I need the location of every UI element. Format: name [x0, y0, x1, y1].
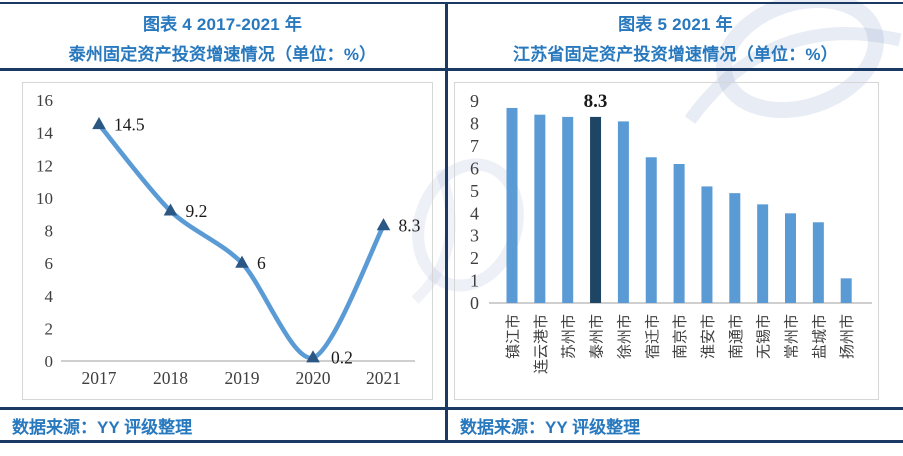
left-title-line2: 泰州固定资产投资增速情况（单位：%） — [68, 45, 377, 64]
svg-text:8.3: 8.3 — [399, 216, 421, 236]
svg-text:6: 6 — [45, 254, 54, 273]
right-chart-title: 图表 5 2021 年 江苏省固定资产投资增速情况（单位：%） — [448, 4, 903, 71]
svg-text:常州市: 常州市 — [784, 314, 801, 359]
svg-text:淮安市: 淮安市 — [700, 314, 717, 359]
two-chart-table: 图表 4 2017-2021 年 泰州固定资产投资增速情况（单位：%） 0 2 4 6… — [0, 2, 903, 443]
svg-text:1: 1 — [470, 271, 479, 291]
svg-text:2021: 2021 — [366, 368, 401, 388]
svg-text:南通市: 南通市 — [728, 314, 745, 359]
svg-text:4: 4 — [470, 203, 479, 223]
svg-text:扬州市: 扬州市 — [839, 314, 856, 359]
svg-text:8: 8 — [470, 114, 479, 134]
svg-text:7: 7 — [470, 136, 479, 156]
svg-text:无锡市: 无锡市 — [756, 314, 773, 359]
svg-text:6: 6 — [257, 253, 266, 273]
left-chart-title: 图表 4 2017-2021 年 泰州固定资产投资增速情况（单位：%） — [0, 4, 445, 71]
svg-text:2017: 2017 — [82, 368, 117, 388]
svg-text:14.5: 14.5 — [114, 115, 145, 135]
left-title-line1: 图表 4 2017-2021 年 — [142, 15, 303, 34]
svg-text:9.2: 9.2 — [186, 201, 208, 221]
svg-text:3: 3 — [470, 226, 479, 246]
svg-text:14: 14 — [36, 124, 54, 143]
svg-text:泰州市: 泰州市 — [589, 314, 606, 359]
right-plot-frame: 0 1 2 3 4 5 6 7 8 9 镇江市 连云港市 苏州市 泰州市 徐州市 宿迁市 南京市 淮安市 南通市 无锡… — [454, 82, 879, 400]
svg-text:2019: 2019 — [225, 368, 260, 388]
svg-text:0: 0 — [45, 352, 54, 371]
right-source-text: 数据来源：YY 评级整理 — [460, 417, 641, 437]
svg-text:连云港市: 连云港市 — [533, 314, 550, 374]
svg-text:8: 8 — [45, 222, 54, 241]
svg-text:南京市: 南京市 — [672, 314, 689, 359]
taizhou-line-chart: 0 2 4 6 8 10 12 14 16 2017 2018 2019 2020 2021 14.5 9.2… — [36, 91, 421, 388]
left-panel: 图表 4 2017-2021 年 泰州固定资产投资增速情况（单位：%） 0 2 4 6… — [0, 4, 448, 440]
svg-text:12: 12 — [36, 156, 53, 175]
left-source-text: 数据来源：YY 评级整理 — [12, 417, 193, 437]
left-plot-frame: 0 2 4 6 8 10 12 14 16 2017 2018 2019 2020 2021 14.5 9.2… — [22, 82, 433, 400]
svg-text:镇江市: 镇江市 — [505, 314, 522, 359]
svg-text:2: 2 — [45, 319, 54, 338]
right-chart-area: 0 1 2 3 4 5 6 7 8 9 镇江市 连云港市 苏州市 泰州市 徐州市 宿迁市 南京市 淮安市 南通市 无锡… — [448, 71, 903, 407]
svg-text:4: 4 — [45, 287, 54, 306]
right-title-line1: 图表 5 2021 年 — [618, 15, 733, 34]
svg-text:0: 0 — [470, 293, 479, 313]
svg-text:苏州市: 苏州市 — [561, 314, 578, 359]
svg-text:2020: 2020 — [296, 368, 331, 388]
svg-text:10: 10 — [36, 189, 53, 208]
svg-text:6: 6 — [470, 158, 479, 178]
svg-text:盐城市: 盐城市 — [811, 314, 828, 359]
svg-text:8.3: 8.3 — [584, 91, 608, 112]
svg-text:0.2: 0.2 — [331, 348, 353, 368]
svg-text:9: 9 — [470, 91, 479, 111]
right-source-row: 数据来源：YY 评级整理 — [448, 407, 903, 440]
svg-text:徐州市: 徐州市 — [616, 314, 633, 359]
svg-text:2: 2 — [470, 248, 479, 268]
svg-text:宿迁市: 宿迁市 — [644, 314, 661, 359]
svg-text:5: 5 — [470, 181, 479, 201]
left-chart-area: 0 2 4 6 8 10 12 14 16 2017 2018 2019 2020 2021 14.5 9.2… — [0, 71, 445, 407]
jiangsu-bar-chart: 01 23 45 678 9 镇江市 连云港市 苏州市 泰州市 徐州市 宿迁市 南京市 淮安市 南通市 无锡… — [470, 91, 872, 374]
svg-text:16: 16 — [36, 91, 53, 110]
svg-text:2018: 2018 — [153, 368, 188, 388]
right-title-line2: 江苏省固定资产投资增速情况（单位：%） — [513, 45, 838, 64]
left-source-row: 数据来源：YY 评级整理 — [0, 407, 445, 440]
